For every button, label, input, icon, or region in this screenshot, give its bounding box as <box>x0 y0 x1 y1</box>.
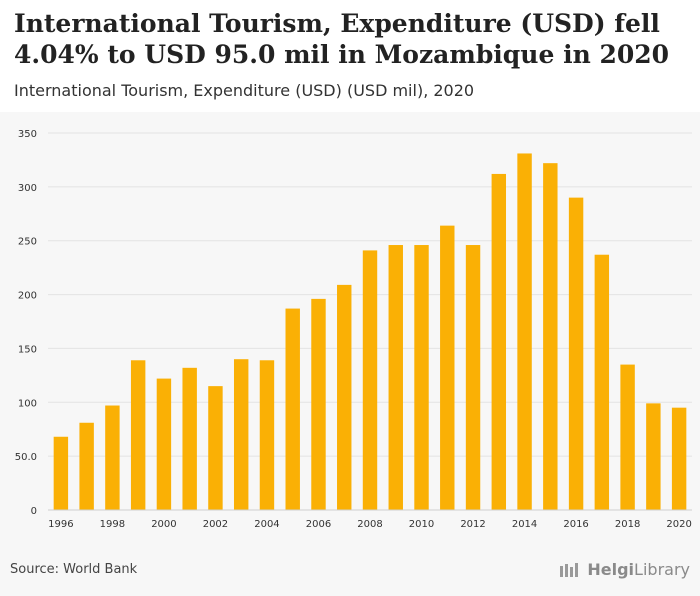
x-tick-label: 2014 <box>512 519 537 530</box>
bar-2017 <box>594 254 610 510</box>
bar-2002 <box>208 386 223 510</box>
bar-2001 <box>182 367 197 510</box>
bar-chart: 0 50.0 100 150 200 250 300 350 1996 1998 2000 2002… <box>15 129 692 530</box>
bar-2020 <box>671 407 687 510</box>
x-tick-label: 2010 <box>409 519 434 530</box>
x-axis-ticks: 1996 1998 2000 2002 2004 2006 2008 2010 2012 2014… <box>48 519 692 530</box>
bar-2006 <box>311 298 326 510</box>
bar-2011 <box>440 225 455 510</box>
bar-2000 <box>156 378 172 510</box>
x-tick-label: 2000 <box>151 519 176 530</box>
x-tick-label: 1996 <box>48 519 73 530</box>
bar-1996 <box>53 436 69 510</box>
x-tick-label: 2002 <box>203 519 228 530</box>
bar-2015 <box>543 163 558 510</box>
x-tick-label: 2016 <box>563 519 588 530</box>
bar-2003 <box>233 359 249 510</box>
y-tick-label: 0 <box>31 506 37 517</box>
chart-title: International Tourism, Expenditure (USD)… <box>14 9 670 69</box>
x-tick-label: 2020 <box>666 519 691 530</box>
bar-1997 <box>79 422 94 510</box>
y-tick-label: 250 <box>18 237 37 248</box>
y-tick-label: 150 <box>18 344 37 355</box>
y-tick-label: 100 <box>18 398 37 409</box>
bar-2007 <box>337 284 352 510</box>
y-tick-label: 50.0 <box>15 452 37 463</box>
bar-2016 <box>568 197 584 510</box>
brand-logo: HelgiLibrary <box>559 560 690 579</box>
x-tick-label: 2012 <box>460 519 485 530</box>
x-tick-label: 2006 <box>306 519 331 530</box>
bars <box>53 153 687 511</box>
bar-2008 <box>362 250 378 510</box>
x-tick-label: 1998 <box>100 519 125 530</box>
bar-2019 <box>646 403 661 510</box>
source-note: Source: World Bank <box>10 562 138 577</box>
y-axis-ticks: 0 50.0 100 150 200 250 300 350 <box>15 129 37 517</box>
x-tick-label: 2004 <box>254 519 279 530</box>
x-tick-label: 2018 <box>615 519 640 530</box>
bar-2018 <box>620 364 635 510</box>
header: International Tourism, Expenditure (USD)… <box>0 0 700 112</box>
bar-1999 <box>130 360 146 510</box>
x-tick-label: 2008 <box>357 519 382 530</box>
chart-subtitle: International Tourism, Expenditure (USD)… <box>14 81 475 100</box>
library-icon <box>560 562 579 577</box>
y-tick-label: 200 <box>18 291 37 302</box>
y-tick-label: 350 <box>18 129 37 140</box>
bar-2014 <box>517 153 532 511</box>
bar-1998 <box>105 405 120 510</box>
bar-2013 <box>491 173 507 510</box>
brand-name-bold: Helgi <box>587 560 635 579</box>
bar-2012 <box>465 245 481 510</box>
bar-2004 <box>259 360 275 510</box>
bar-2010 <box>414 245 429 510</box>
brand-name-light: Library <box>634 560 690 579</box>
y-tick-label: 300 <box>18 183 37 194</box>
plot-area: 0 50.0 100 150 200 250 300 350 1996 1998 2000 2002… <box>0 112 700 596</box>
bar-2009 <box>388 245 403 510</box>
bar-2005 <box>285 308 300 510</box>
